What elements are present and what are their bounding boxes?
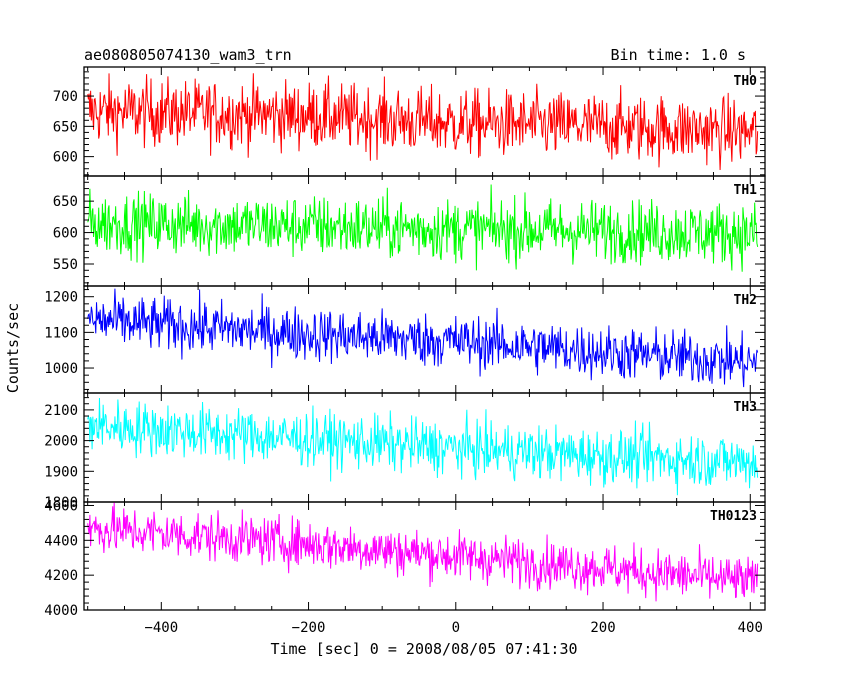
y-tick-label: 600 — [53, 150, 78, 166]
x-tick-label: −400 — [144, 620, 178, 636]
y-tick-label: 2000 — [44, 434, 78, 450]
y-tick-label: 4600 — [44, 498, 78, 514]
panel-label-th1: TH1 — [734, 183, 758, 198]
series-line-th1 — [87, 184, 759, 272]
chart-title: ae080805074130_wam3_trn — [84, 46, 292, 64]
y-axis-title: Counts/sec — [4, 303, 22, 393]
y-tick-label: 1200 — [44, 290, 78, 306]
panel-frame — [83, 501, 766, 611]
panel-label-th2: TH2 — [734, 293, 757, 308]
y-tick-label: 650 — [53, 119, 78, 135]
y-tick-label: 600 — [53, 226, 78, 242]
panel-label-th0123: TH0123 — [710, 509, 757, 524]
panel-th2: 1000 1100 1200 TH2 — [44, 285, 766, 394]
series-line-th0 — [87, 73, 759, 170]
y-tick-label: 1900 — [44, 464, 78, 480]
x-tick-label: 0 — [452, 620, 460, 636]
x-tick-label: 200 — [590, 620, 615, 636]
y-tick-label: 4000 — [44, 603, 78, 619]
y-tick-label: 2100 — [44, 403, 78, 419]
x-axis-title: Time [sec] 0 = 2008/08/05 07:41:30 — [270, 640, 577, 658]
y-tick-label: 1800 — [44, 495, 78, 511]
panel-th3: 1800 1900 2000 2100 TH3 — [44, 392, 766, 511]
panel-label-th0: TH0 — [734, 74, 758, 89]
x-tick-label: 400 — [738, 620, 763, 636]
x-tick-label: −200 — [292, 620, 326, 636]
series-line-th3 — [87, 398, 759, 496]
y-tick-label: 1000 — [44, 361, 78, 377]
series-line-th0123 — [87, 502, 759, 602]
panel-frame — [83, 392, 766, 503]
y-tick-label: 700 — [53, 89, 78, 105]
panel-label-th3: TH3 — [734, 400, 757, 415]
panel-th1: 550 600 650 TH1 — [53, 175, 766, 287]
y-tick-label: 550 — [53, 257, 78, 273]
bin-time-label: Bin time: 1.0 s — [611, 46, 746, 64]
series-line-th2 — [87, 288, 759, 388]
panel-frame — [83, 285, 766, 394]
panel-th0123: 4000 4200 4400 4600 TH0123 — [44, 498, 766, 619]
y-tick-label: 1100 — [44, 325, 78, 341]
y-tick-label: 4200 — [44, 568, 78, 584]
y-tick-label: 650 — [53, 194, 78, 210]
panel-th0: 600 650 700 TH0 — [53, 66, 766, 177]
y-tick-label: 4400 — [44, 533, 78, 549]
